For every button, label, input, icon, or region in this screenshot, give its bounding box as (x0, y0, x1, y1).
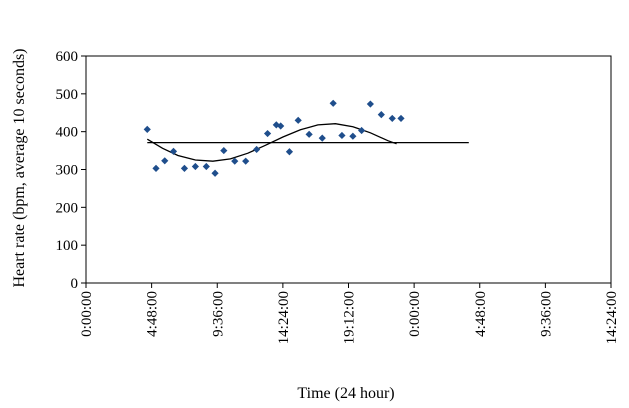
data-point (202, 162, 210, 171)
plot-frame (85, 55, 612, 284)
data-point (231, 157, 239, 165)
data-point (277, 122, 285, 130)
y-tick-label: 400 (56, 125, 79, 141)
data-point (349, 132, 357, 140)
y-tick-label: 200 (56, 200, 79, 216)
x-tick-label: 9:36:00 (538, 291, 554, 337)
x-tick-label: 14:24:00 (276, 291, 292, 344)
data-point (397, 114, 405, 123)
data-point (263, 129, 272, 138)
data-point (161, 157, 169, 165)
x-tick-label: 0:00:00 (407, 291, 423, 337)
y-tick-label: 0 (71, 276, 79, 292)
data-point (338, 131, 346, 140)
data-point (377, 111, 385, 119)
data-point (242, 157, 250, 165)
y-axis-label: Heart rate (bpm, average 10 seconds) (11, 49, 28, 288)
data-point (152, 164, 160, 172)
x-tick-label: 14:24:00 (604, 291, 620, 344)
x-axis-label: Time (24 hour) (297, 385, 394, 402)
data-point (169, 147, 178, 155)
y-axis-ticks: 0 100 200 300 400 500 600 (56, 49, 86, 292)
data-point (305, 130, 313, 138)
data-point (318, 134, 326, 142)
data-point (211, 169, 219, 177)
fit-lines (146, 123, 469, 162)
data-point (253, 145, 261, 154)
data-point (294, 116, 302, 124)
x-tick-label: 9:36:00 (210, 291, 226, 337)
data-point (191, 162, 199, 171)
data-point (143, 125, 151, 133)
x-tick-label: 4:48:00 (145, 291, 161, 337)
data-point (220, 146, 228, 155)
data-point (358, 126, 366, 135)
data-points (143, 99, 405, 177)
data-point (366, 100, 374, 108)
y-tick-label: 500 (56, 87, 79, 103)
data-point (388, 114, 396, 123)
data-point (180, 164, 189, 172)
data-point (329, 99, 337, 107)
y-tick-label: 100 (56, 238, 79, 254)
x-axis-ticks: 0:00:00 4:48:00 9:36:00 14:24:00 19:12:00 0:0… (79, 283, 620, 344)
y-tick-label: 600 (56, 49, 79, 65)
x-tick-label: 19:12:00 (342, 291, 358, 344)
y-tick-label: 300 (56, 163, 79, 179)
x-tick-label: 4:48:00 (473, 291, 489, 337)
data-point (285, 148, 294, 156)
x-tick-label: 0:00:00 (79, 291, 95, 337)
axes (85, 55, 612, 284)
